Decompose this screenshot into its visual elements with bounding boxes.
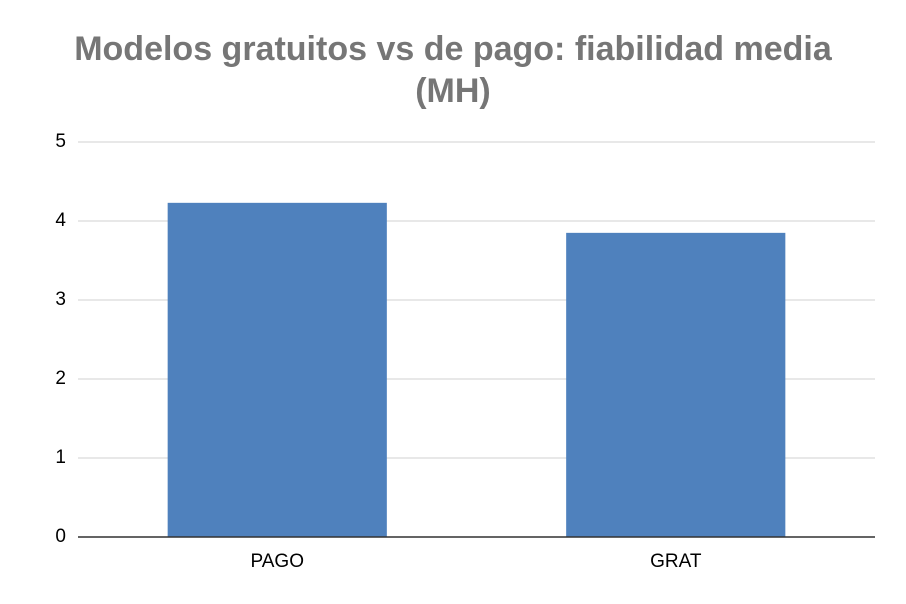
x-tick-label: GRAT <box>650 551 702 572</box>
y-tick-label: 2 <box>55 368 66 389</box>
y-tick-label: 1 <box>55 447 66 468</box>
bar <box>566 232 786 537</box>
x-tick-label: PAGO <box>251 551 305 572</box>
y-tick-label: 3 <box>55 289 66 310</box>
bar <box>167 202 387 537</box>
y-tick-label: 4 <box>55 210 66 231</box>
y-tick-label: 0 <box>55 526 66 547</box>
chart-title: Modelos gratuitos vs de pago: fiabilidad… <box>74 30 832 110</box>
y-tick-label: 5 <box>55 131 66 152</box>
